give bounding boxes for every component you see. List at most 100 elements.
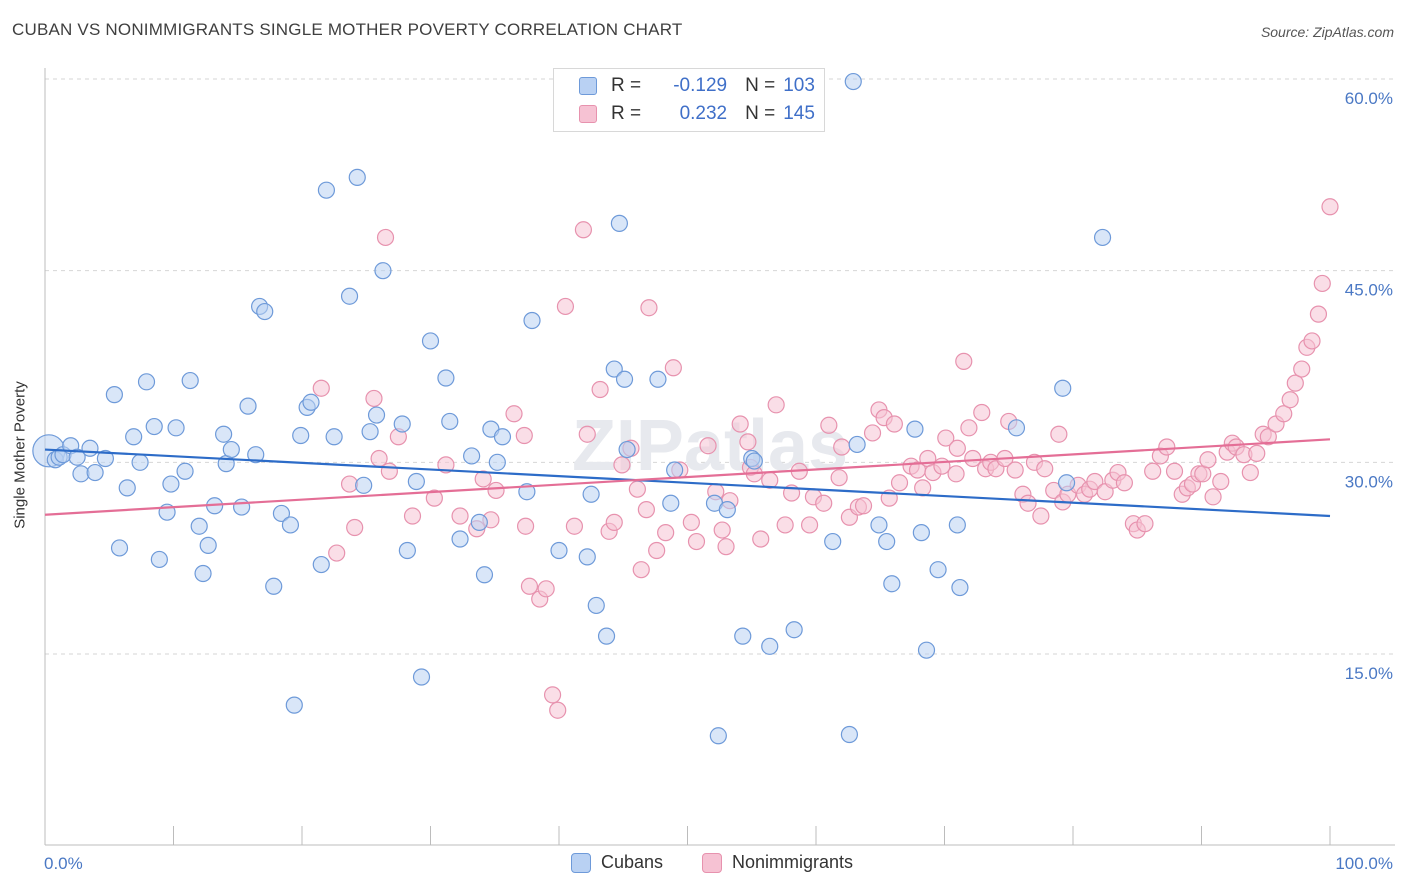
nonimmigrants-point	[591, 380, 609, 399]
cubans-point	[256, 302, 274, 321]
cubans-point	[181, 371, 199, 390]
y-tick-label: 30.0%	[1345, 472, 1393, 491]
nonimmigrants-point	[515, 426, 533, 445]
nonimmigrants-point	[451, 507, 469, 525]
nonimmigrants-point	[947, 465, 965, 483]
legend-r-value: 0.232	[679, 103, 728, 124]
cubans-point	[1093, 228, 1112, 247]
cubans-point	[578, 548, 596, 566]
cubans-point	[582, 485, 600, 503]
source-credit: Source: ZipAtlas.com	[1260, 24, 1394, 40]
cubans-point	[233, 498, 251, 516]
nonimmigrants-point	[752, 530, 770, 548]
cubans-point	[493, 428, 512, 446]
nonimmigrants-point	[1158, 438, 1176, 456]
cubans-point	[761, 637, 779, 655]
cubans-point	[1007, 419, 1026, 437]
cubans-point	[137, 373, 156, 391]
cubans-point	[709, 727, 727, 745]
tick-labels: 15.0% 30.0% 45.0% 60.0% 0.0% 100.0%	[44, 89, 1393, 873]
nonimmigrants-swatch	[702, 852, 722, 873]
cubans-point	[68, 448, 86, 466]
cubans-point	[125, 428, 143, 446]
nonimmigrants-point	[699, 437, 717, 455]
cubans-point	[870, 516, 888, 534]
cubans-point	[488, 453, 506, 471]
cubans-point	[340, 287, 359, 305]
cubans-point	[475, 566, 494, 584]
x-tick-label: 0.0%	[44, 854, 83, 873]
cubans-point	[649, 370, 667, 388]
cubans-point	[618, 440, 636, 459]
nonimmigrants-point	[487, 481, 505, 500]
x-tick-label: 100.0%	[1335, 854, 1393, 873]
cubans-point	[292, 426, 310, 445]
nonimmigrants-point	[365, 389, 383, 408]
nonimmigrants-point	[739, 433, 757, 451]
nonimmigrants-point	[346, 518, 364, 537]
nonimmigrants-point	[914, 479, 932, 497]
cubans-point	[96, 449, 114, 468]
nonimmigrants-point	[556, 297, 575, 316]
nonimmigrants-point	[717, 538, 735, 556]
cubans-point	[412, 668, 431, 686]
cubans-point	[441, 412, 459, 431]
nonimmigrants-point	[1293, 360, 1311, 378]
cubans-point	[312, 555, 330, 574]
legend-item-nonimmigrants[interactable]: Nonimmigrants	[702, 852, 853, 873]
cubans-point	[463, 447, 481, 465]
series-legend: Cubans Nonimmigrants	[0, 852, 1406, 878]
cubans-point	[285, 696, 303, 714]
nonimmigrants-point	[731, 415, 749, 433]
nonimmigrants-point	[648, 541, 666, 560]
cubans-point	[470, 513, 488, 531]
cubans-points	[32, 72, 1112, 745]
cubans-trend-line	[44, 448, 1331, 518]
legend-r-value: -0.129	[673, 75, 728, 96]
legend-n-label: N =	[745, 103, 776, 124]
nonimmigrants-swatch	[579, 105, 597, 123]
nonimmigrants-point	[960, 419, 978, 437]
nonimmigrants-point	[376, 228, 395, 247]
cubans-point	[605, 360, 623, 378]
legend-label-nonimmigrants: Nonimmigrants	[732, 852, 854, 872]
nonimmigrants-point	[565, 517, 584, 535]
cubans-point	[662, 494, 680, 512]
nonimmigrants-point	[1036, 460, 1054, 478]
cubans-point	[840, 725, 859, 744]
cubans-point	[325, 428, 343, 446]
cubans-point	[199, 536, 217, 554]
cubans-swatch	[571, 852, 591, 873]
cubans-point	[948, 516, 966, 534]
cubans-point	[222, 440, 240, 459]
nonimmigrants-point	[955, 352, 973, 370]
cubans-point	[523, 311, 541, 330]
cubans-point	[215, 425, 233, 443]
nonimmigrants-point	[543, 686, 562, 704]
cubans-point	[437, 369, 455, 387]
nonimmigrants-point	[437, 456, 455, 474]
nonimmigrants-point	[973, 403, 991, 422]
cubans-point	[906, 420, 924, 438]
cubans-point	[666, 461, 684, 479]
cubans-point	[451, 530, 469, 548]
nonimmigrants-point	[933, 457, 951, 475]
cubans-point	[1054, 379, 1072, 397]
cubans-point	[848, 435, 866, 454]
cubans-point	[615, 370, 634, 388]
legend-row-cubans: R = -0.129 N = 103	[554, 73, 815, 99]
grid-lines	[45, 78, 1395, 655]
cubans-point	[317, 181, 336, 199]
cubans-point	[374, 262, 392, 280]
cubans-point	[145, 417, 163, 436]
cubans-point	[883, 575, 901, 593]
cubans-point	[72, 465, 90, 483]
nonimmigrants-point	[863, 424, 882, 442]
nonimmigrants-point	[632, 561, 650, 579]
nonimmigrants-point	[1199, 451, 1217, 469]
legend-item-cubans[interactable]: Cubans	[571, 852, 663, 873]
nonimmigrants-point	[657, 524, 675, 542]
cubans-point	[929, 561, 947, 579]
cubans-point	[745, 452, 763, 470]
